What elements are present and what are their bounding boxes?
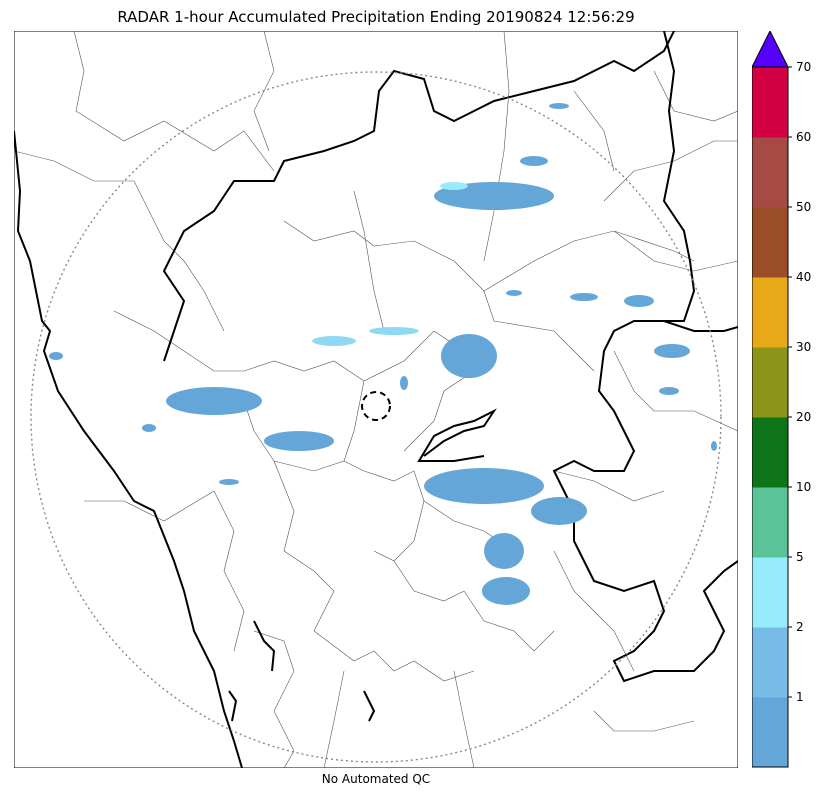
- echo-north: [434, 182, 554, 210]
- colorbar-ticks: 1 2 5 10 20 30 40 50 60 70: [788, 60, 811, 704]
- colorbar-tick-label: 5: [796, 550, 804, 564]
- district-boundaries: [14, 31, 738, 768]
- echo-east: [654, 344, 690, 358]
- state-boundaries: [14, 31, 738, 768]
- colorbar-band: [752, 277, 788, 348]
- echo-west-inland: [264, 431, 334, 451]
- echo-streak-1: [312, 336, 356, 346]
- echo-center-north: [441, 334, 497, 378]
- echo-east-edge: [711, 441, 717, 451]
- echo-streak-2: [369, 327, 419, 335]
- colorbar-band: [752, 697, 788, 768]
- colorbar-tick-label: 60: [796, 130, 811, 144]
- colorbar-tick-label: 30: [796, 340, 811, 354]
- colorbar-bands: [752, 67, 788, 768]
- echo-far-west: [49, 352, 63, 360]
- echo-south-1: [484, 533, 524, 569]
- echo-n-small: [506, 290, 522, 296]
- echo-east-small: [659, 387, 679, 395]
- colorbar-band: [752, 557, 788, 628]
- echo-north-3: [549, 103, 569, 109]
- radar-site-marker: [361, 391, 391, 421]
- radar-map: [14, 31, 738, 768]
- echo-north-2: [520, 156, 548, 166]
- colorbar-tick-label: 40: [796, 270, 811, 284]
- colorbar: 1 2 5 10 20 30 40 50 60 70: [752, 31, 811, 768]
- echo-east-band: [531, 497, 587, 525]
- colorbar-band: [752, 207, 788, 278]
- colorbar-tick-label: 50: [796, 200, 811, 214]
- chart-title: RADAR 1-hour Accumulated Precipitation E…: [117, 8, 635, 26]
- echo-northeast: [624, 295, 654, 307]
- colorbar-tick-label: 10: [796, 480, 811, 494]
- colorbar-tick-label: 70: [796, 60, 811, 74]
- precip-echoes: [49, 103, 717, 605]
- colorbar-band: [752, 137, 788, 208]
- qc-note: No Automated QC: [321, 772, 431, 786]
- map-frame: [14, 31, 738, 768]
- range-ring: [30, 71, 722, 763]
- colorbar-band: [752, 627, 788, 698]
- colorbar-band: [752, 347, 788, 418]
- colorbar-extend-arrow: [752, 31, 789, 68]
- colorbar-tick-label: 1: [796, 690, 804, 704]
- colorbar-tick-label: 20: [796, 410, 811, 424]
- colorbar-band: [752, 487, 788, 558]
- echo-west-small: [142, 424, 156, 432]
- colorbar-band: [752, 67, 788, 138]
- colorbar-band: [752, 417, 788, 488]
- echo-sw-small: [219, 479, 239, 485]
- echo-ne-small: [570, 293, 598, 301]
- echo-center-south: [424, 468, 544, 504]
- echo-north-core: [440, 182, 468, 190]
- echo-south-2: [482, 577, 530, 605]
- echo-near-radar: [400, 376, 408, 390]
- echo-west-coast: [166, 387, 262, 415]
- colorbar-tick-label: 2: [796, 620, 804, 634]
